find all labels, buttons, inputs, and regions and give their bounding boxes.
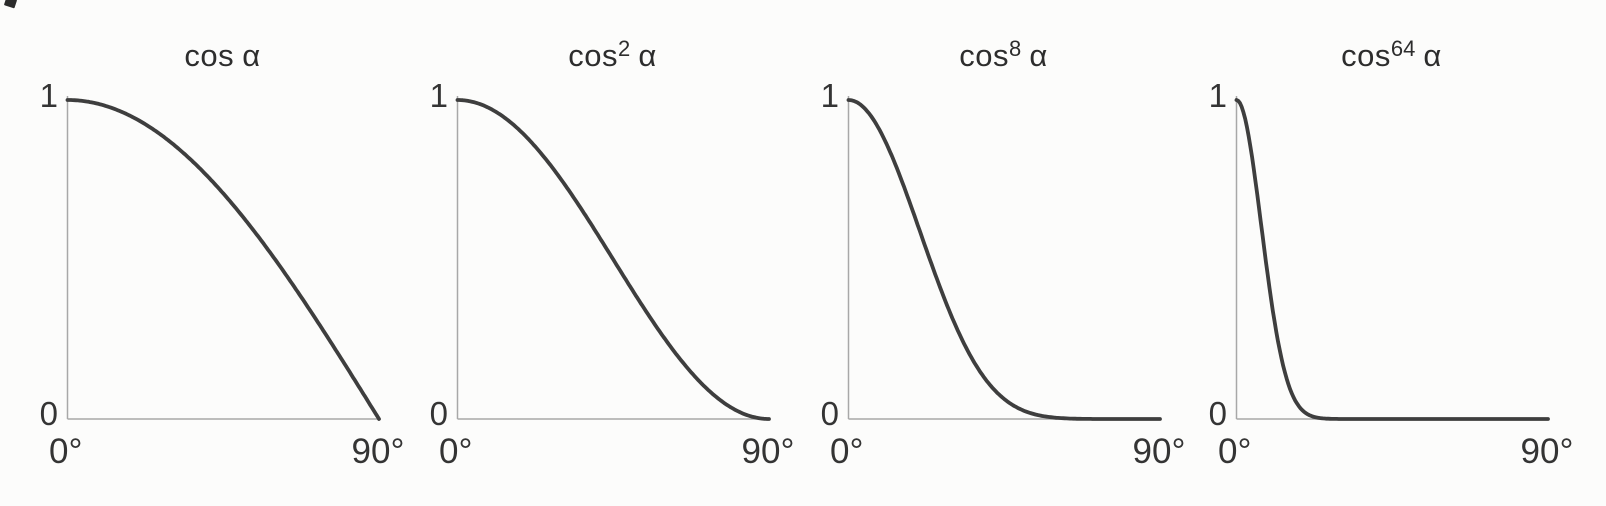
cosine-curve xyxy=(65,98,381,421)
y-tick-label-0: 0 xyxy=(1208,395,1227,432)
cosine-curve xyxy=(1234,98,1550,421)
panel-cos-2: cos2 α 1 0 0° 90° xyxy=(390,0,795,506)
x-tick-label-90deg: 90° xyxy=(1520,432,1574,471)
y-tick-label-1: 1 xyxy=(1208,77,1227,114)
title-alpha-symbol: α xyxy=(242,38,261,73)
x-tick-label-0deg: 0° xyxy=(830,432,864,471)
y-tick-label-1: 1 xyxy=(429,77,448,114)
title-base: cos xyxy=(959,38,1010,73)
panel-cos-64: cos64 α 1 0 0° 90° xyxy=(1169,0,1574,506)
title-base: cos xyxy=(568,38,619,73)
x-tick-label-0deg: 0° xyxy=(1218,432,1252,471)
y-tick-label-0: 0 xyxy=(39,395,58,432)
x-tick-label-0deg: 0° xyxy=(439,432,473,471)
y-tick-label-1: 1 xyxy=(820,77,839,114)
plot-area xyxy=(455,96,771,421)
title-base: cos xyxy=(1341,38,1391,73)
title-exponent: 8 xyxy=(1009,36,1022,61)
plot-area xyxy=(1234,96,1550,421)
cosine-curve xyxy=(846,98,1162,421)
title-alpha-symbol: α xyxy=(1423,38,1442,73)
plot-area xyxy=(65,96,381,421)
panel-title: cos8 α xyxy=(848,36,1159,74)
cosine-curve xyxy=(455,98,771,421)
title-exponent: 2 xyxy=(618,36,631,61)
panel-title: cos α xyxy=(67,36,378,74)
plot-area xyxy=(846,96,1162,421)
x-tick-label-90deg: 90° xyxy=(741,432,795,471)
panel-title: cos2 α xyxy=(457,36,768,74)
x-tick-label-90deg: 90° xyxy=(1132,432,1186,471)
panel-cos-8: cos8 α 1 0 0° 90° xyxy=(781,0,1186,506)
x-tick-label-0deg: 0° xyxy=(49,432,83,471)
title-exponent: 64 xyxy=(1390,36,1416,61)
y-tick-label-0: 0 xyxy=(429,395,448,432)
panel-title: cos64 α xyxy=(1236,36,1547,74)
y-tick-label-0: 0 xyxy=(820,395,839,432)
title-base: cos xyxy=(184,38,235,73)
x-tick-label-90deg: 90° xyxy=(351,432,405,471)
title-alpha-symbol: α xyxy=(638,38,657,73)
title-alpha-symbol: α xyxy=(1029,38,1048,73)
y-tick-label-1: 1 xyxy=(39,77,58,114)
panel-cos-1: cos α 1 0 0° 90° xyxy=(0,0,405,506)
